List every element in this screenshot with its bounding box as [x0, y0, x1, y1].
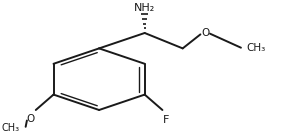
Text: NH₂: NH₂	[134, 3, 155, 13]
Text: F: F	[163, 115, 170, 125]
Text: O: O	[201, 28, 210, 38]
Text: CH₃: CH₃	[1, 123, 19, 133]
Text: O: O	[27, 114, 35, 124]
Text: CH₃: CH₃	[246, 43, 265, 53]
